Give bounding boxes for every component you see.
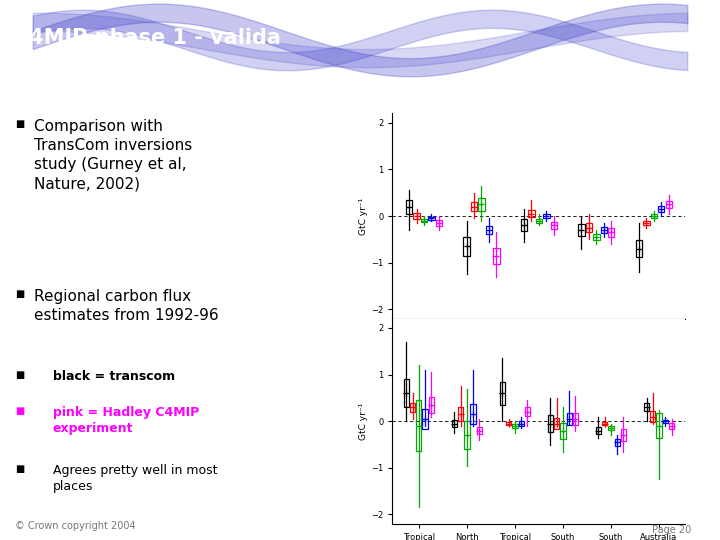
- Bar: [650, 411, 655, 422]
- Bar: [478, 198, 485, 211]
- Bar: [486, 226, 492, 234]
- Bar: [416, 400, 421, 451]
- Bar: [470, 404, 476, 424]
- Text: C4MIP phase 1 - valida: C4MIP phase 1 - valida: [14, 29, 282, 49]
- Bar: [521, 219, 527, 231]
- Bar: [551, 222, 557, 228]
- Bar: [602, 422, 608, 425]
- Bar: [658, 206, 665, 212]
- Bar: [586, 223, 592, 232]
- Bar: [436, 220, 442, 226]
- Bar: [410, 403, 415, 412]
- Bar: [615, 439, 620, 446]
- Bar: [500, 382, 505, 404]
- Bar: [451, 420, 457, 427]
- Bar: [644, 403, 649, 411]
- Bar: [413, 213, 420, 219]
- Bar: [525, 407, 530, 416]
- Bar: [421, 219, 427, 222]
- Bar: [518, 421, 523, 426]
- Bar: [458, 407, 463, 421]
- Bar: [665, 201, 672, 208]
- Text: Agrees pretty well in most
places: Agrees pretty well in most places: [53, 464, 217, 494]
- Bar: [621, 429, 626, 442]
- Text: ■: ■: [15, 119, 24, 129]
- Bar: [573, 413, 578, 425]
- Bar: [428, 217, 435, 220]
- Text: ■: ■: [15, 289, 24, 299]
- Bar: [657, 413, 662, 438]
- Bar: [554, 418, 559, 429]
- Bar: [464, 237, 469, 256]
- Bar: [548, 415, 553, 432]
- Text: Regional carbon flux
estimates from 1992-96: Regional carbon flux estimates from 1992…: [34, 289, 219, 323]
- Bar: [528, 210, 535, 218]
- Bar: [593, 234, 600, 240]
- Bar: [643, 221, 649, 225]
- Bar: [423, 409, 428, 429]
- Bar: [651, 214, 657, 218]
- Bar: [404, 379, 409, 408]
- Text: ■: ■: [15, 406, 24, 416]
- Bar: [536, 219, 542, 223]
- Bar: [578, 224, 585, 236]
- Bar: [608, 228, 614, 237]
- Bar: [543, 214, 549, 218]
- Bar: [471, 202, 477, 211]
- Text: ■: ■: [15, 370, 24, 380]
- Bar: [636, 240, 642, 258]
- Bar: [506, 422, 511, 425]
- Text: Comparison with
TransCom inversions
study (Gurney et al,
Nature, 2002): Comparison with TransCom inversions stud…: [34, 119, 192, 191]
- Bar: [567, 413, 572, 425]
- Text: Page 20: Page 20: [652, 524, 691, 535]
- Y-axis label: GtC yr⁻¹: GtC yr⁻¹: [359, 198, 369, 234]
- Bar: [406, 200, 413, 214]
- Text: © Crown copyright 2004: © Crown copyright 2004: [15, 521, 136, 531]
- Bar: [596, 427, 601, 434]
- Bar: [600, 227, 607, 233]
- Bar: [560, 423, 566, 438]
- Bar: [512, 424, 518, 428]
- Text: pink = Hadley C4MIP
experiment: pink = Hadley C4MIP experiment: [53, 406, 199, 435]
- Bar: [608, 426, 613, 430]
- Y-axis label: GtC yr⁻¹: GtC yr⁻¹: [359, 403, 369, 440]
- Bar: [493, 248, 500, 264]
- Text: black = transcom: black = transcom: [53, 370, 175, 383]
- Bar: [428, 397, 434, 413]
- Text: ■: ■: [15, 464, 24, 474]
- Bar: [662, 420, 668, 423]
- Bar: [477, 427, 482, 434]
- Bar: [464, 421, 469, 449]
- Bar: [669, 423, 674, 429]
